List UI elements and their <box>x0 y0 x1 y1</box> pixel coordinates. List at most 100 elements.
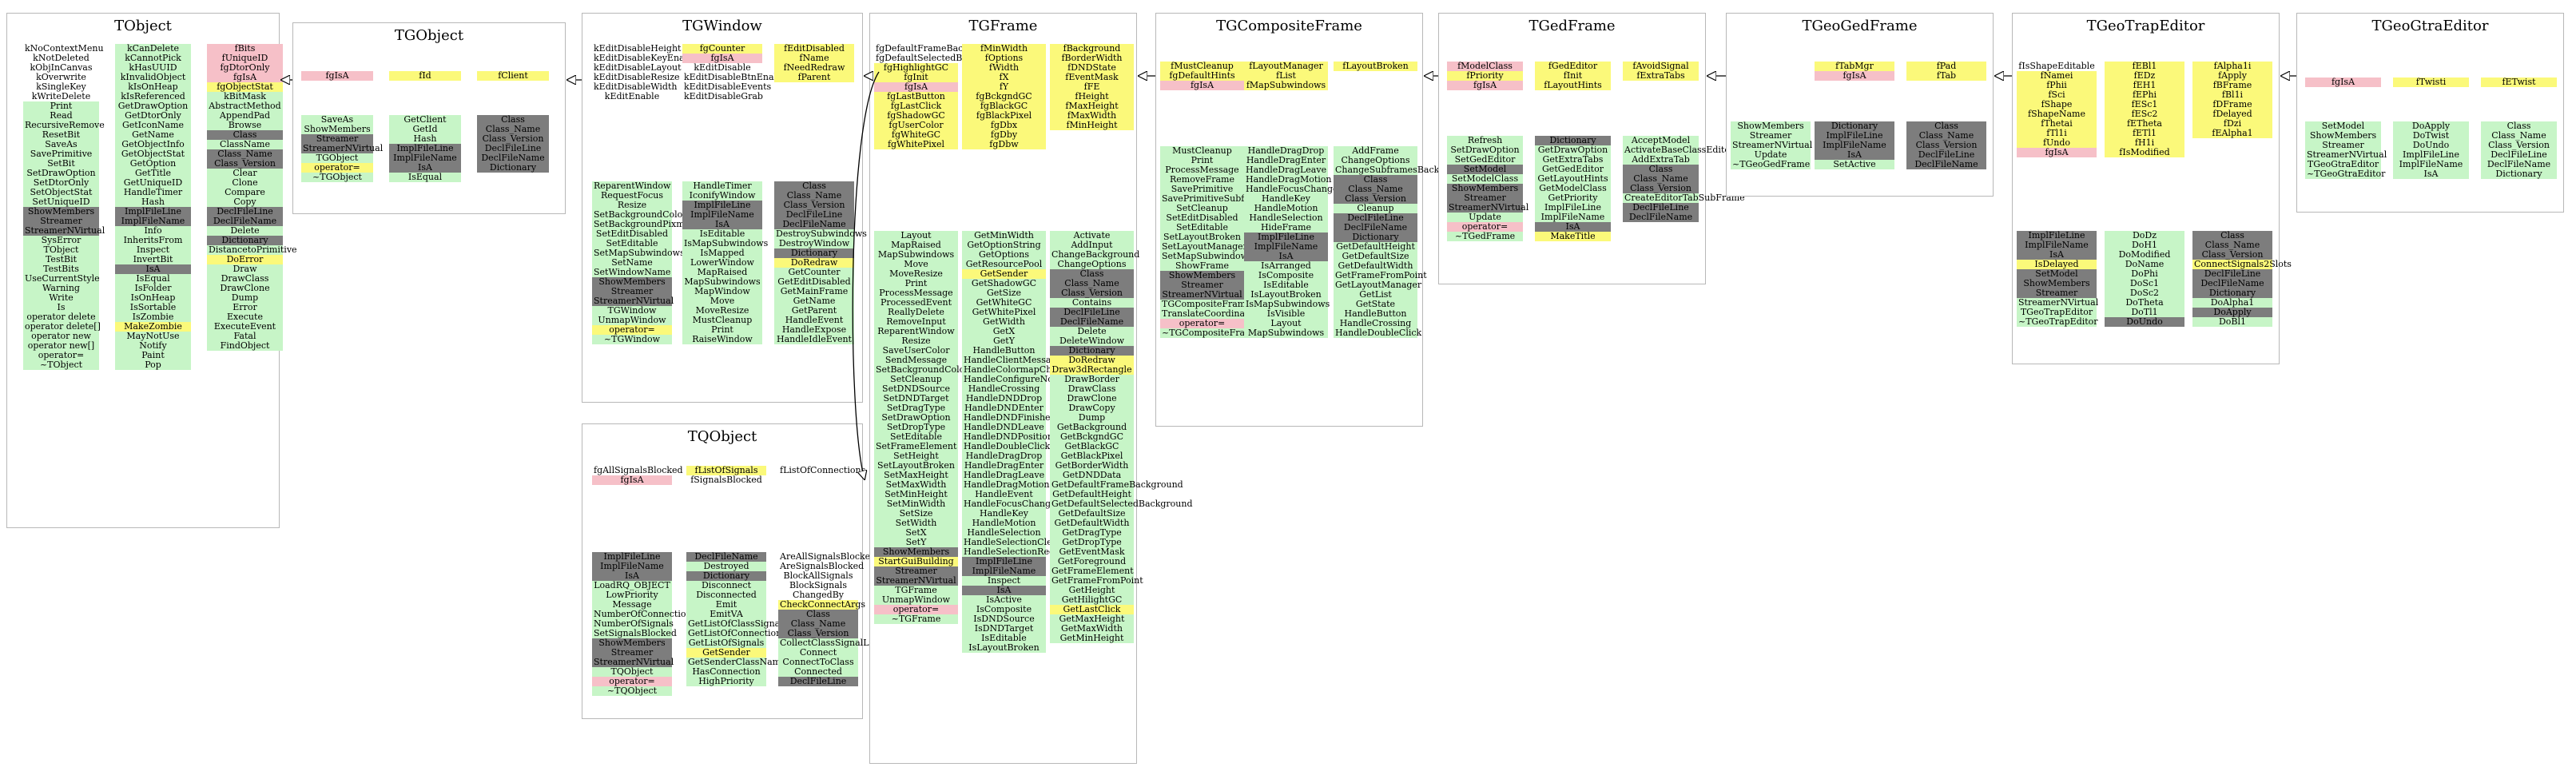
method-member: IsA <box>1535 222 1611 232</box>
method-member: DrawClone <box>207 284 283 293</box>
method-member: TGObject <box>301 153 373 163</box>
method-member: Layout <box>874 231 958 240</box>
data-member: kEditEnable <box>604 91 660 101</box>
method-member: GetDefaultSize <box>1050 509 1134 519</box>
data-member: fName <box>774 54 854 63</box>
method-member: ResetBit <box>23 130 99 140</box>
method-member: DoRedraw <box>1050 356 1134 365</box>
method-member: SaveUserColor <box>874 346 958 356</box>
method-member: ImplFileLine <box>682 201 762 210</box>
data-column: fLayoutManager fList fMapSubwindows <box>1244 62 1328 90</box>
method-member: GetMaxHeight <box>1050 614 1134 624</box>
data-member: fLayoutBroken <box>1334 62 1417 71</box>
method-member: Print <box>682 325 762 335</box>
method-member: Dictionary <box>686 571 766 581</box>
method-member: Execute <box>207 312 283 322</box>
method-member: GetName <box>115 130 191 140</box>
method-member: ImplFileName <box>682 210 762 220</box>
method-member: Class <box>1906 121 1986 131</box>
method-member: Class <box>1050 269 1134 279</box>
data-member: fgIsA <box>1160 81 1244 90</box>
method-member: GetListOfClassSignals <box>686 618 788 629</box>
method-member: operator= <box>301 163 373 173</box>
method-member: Connected <box>778 667 858 677</box>
method-member: SetDNDSource <box>874 384 958 394</box>
data-column: fId <box>389 71 461 81</box>
method-member: HandleDragLeave <box>962 470 1046 480</box>
data-member: fTl1i <box>2017 129 2097 138</box>
method-member: StreamerNVirtual <box>1731 140 1813 150</box>
method-member: GetMainFrame <box>774 287 854 296</box>
data-member: fLayoutHints <box>1535 81 1611 90</box>
method-member: HandleDNDDrop <box>962 394 1046 403</box>
class-title: TGWindow <box>682 18 762 34</box>
method-member: Move <box>682 296 762 306</box>
method-member: DrawClass <box>1050 384 1134 394</box>
method-member: Streamer <box>301 134 373 144</box>
method-member: GetOption <box>115 159 191 169</box>
method-member: GetLastClick <box>1050 605 1134 614</box>
method-member: SetLayoutBroken <box>874 461 958 471</box>
data-member: fPhii <box>2017 81 2097 90</box>
method-member: Class_Version <box>774 201 854 210</box>
method-member: IsA <box>389 163 461 173</box>
method-member: Print <box>23 101 99 111</box>
method-column: AreAllSignalsBlocked AreSignalsBlocked Blo… <box>778 552 885 686</box>
method-member: Resize <box>874 336 958 346</box>
method-member: HandleColormapChange <box>962 364 1074 375</box>
method-member: Streamer <box>1447 193 1523 203</box>
method-member: HandleEvent <box>774 316 854 325</box>
method-member: ~TObject <box>23 360 99 370</box>
data-member: kOverwrite <box>36 72 86 82</box>
method-member: DestroyWindow <box>774 239 854 248</box>
method-member: Class_Name <box>207 149 283 159</box>
method-member: DoName <box>2105 260 2184 269</box>
method-member: DoBl1 <box>2192 317 2272 327</box>
method-member: Resize <box>592 201 672 210</box>
method-member: InvertBit <box>115 255 191 264</box>
method-member: SetBackgroundColor <box>874 364 969 375</box>
method-member: AddFrame <box>1334 146 1417 156</box>
class-title: TGFrame <box>968 18 1038 34</box>
method-member: ImplFileLine <box>2393 150 2469 160</box>
method-member: DeclFileLine <box>778 677 858 686</box>
method-member: EmitVA <box>686 610 766 619</box>
data-member: fH1i <box>2105 138 2184 148</box>
method-member: Print <box>1160 156 1244 165</box>
data-column: fgCounter fgIsA kEditDisable kEditDisableBt… <box>682 44 788 101</box>
method-member: GetDefaultHeight <box>1334 242 1417 252</box>
method-member: SetWidth <box>874 519 958 528</box>
data-member: fMapSubwindows <box>1244 81 1328 90</box>
method-member: ConnectToClass <box>778 658 858 667</box>
method-member: Dictionary <box>1334 233 1417 242</box>
method-member: GetEventMask <box>1050 547 1134 557</box>
method-member: MoveResize <box>874 269 958 279</box>
method-member: ShowMembers <box>874 547 958 557</box>
data-column: fBackground fBorderWidth fDNDState fEventMa… <box>1050 44 1134 130</box>
method-member: MapRaised <box>874 240 958 250</box>
data-member: fListOfConnections <box>780 465 866 475</box>
method-member: SetDragType <box>874 403 958 413</box>
method-column: HandleDragDrop HandleDragEnter HandleDragL… <box>1244 146 1338 338</box>
method-member: ProcessMessage <box>874 288 958 298</box>
method-member: GetFrameElement <box>1050 566 1134 576</box>
method-member: ~TGCompositeFrame <box>1160 328 1258 338</box>
method-member: DeclFileLine <box>1334 213 1417 223</box>
method-member: IsComposite <box>962 605 1046 614</box>
method-member: ImplFileLine <box>2017 231 2097 240</box>
method-column: AbstractMethod AppendPad Browse Class ClassN… <box>207 101 297 351</box>
method-member: GetObjectInfo <box>115 140 191 149</box>
method-member: GetTitle <box>115 169 191 178</box>
method-member: BlockSignals <box>789 580 847 590</box>
data-member: fgIsA <box>1447 81 1523 90</box>
data-member: kNoContextMenu <box>25 43 104 54</box>
method-member: ~TQObject <box>592 686 672 696</box>
method-member: ShowMembers <box>2305 131 2381 141</box>
method-member: Error <box>207 303 283 312</box>
data-member: fHeight <box>1050 92 1134 101</box>
method-member: IsA <box>1815 150 1894 160</box>
data-member: kEditDisableGrab <box>684 91 763 101</box>
method-member: DeclFileName <box>2481 160 2557 169</box>
method-member: SetMinHeight <box>874 490 958 499</box>
data-column: kEditDisableHeight kEditDisableKeyEnable k… <box>592 44 698 101</box>
